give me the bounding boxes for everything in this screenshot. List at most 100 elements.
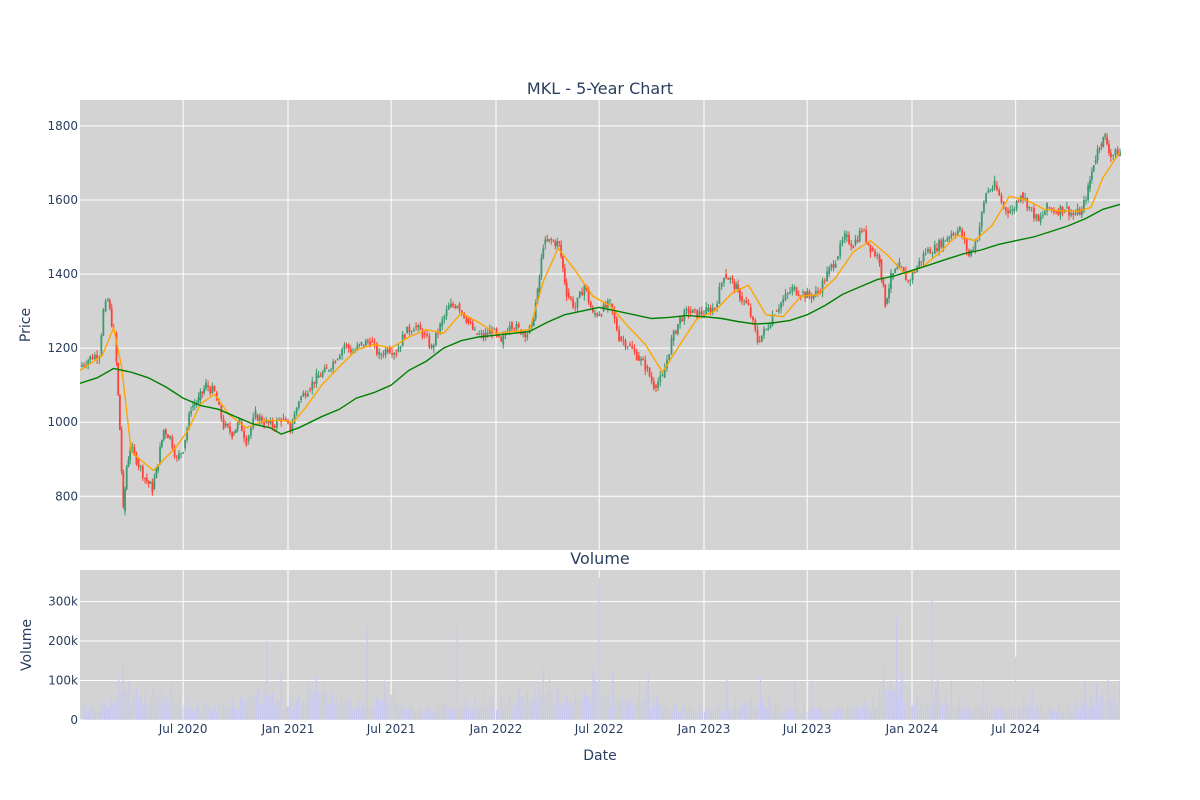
- volume-bar: [438, 704, 441, 720]
- volume-bar: [847, 704, 849, 720]
- volume-bar: [649, 708, 651, 720]
- volume-bar: [588, 697, 590, 720]
- volume-bar: [338, 703, 340, 720]
- candle-body: [428, 336, 431, 348]
- candle-body: [532, 318, 535, 326]
- candle-body: [672, 330, 675, 341]
- candle-body: [447, 305, 450, 310]
- candle-body: [886, 298, 889, 304]
- candle-body: [1065, 206, 1068, 208]
- volume-y-tick-label: 100k: [48, 674, 78, 688]
- candle-body: [974, 241, 977, 250]
- candle-body: [633, 348, 636, 352]
- candle-body: [749, 307, 752, 317]
- volume-bar: [818, 709, 820, 720]
- candle-body: [723, 277, 725, 283]
- volume-bar: [772, 711, 774, 720]
- candle-body: [1094, 159, 1097, 163]
- candle-body: [534, 302, 537, 319]
- volume-bar: [805, 711, 807, 720]
- candle-body: [421, 329, 424, 337]
- candle-body: [812, 294, 815, 299]
- volume-bar: [890, 680, 892, 720]
- candle-body: [375, 343, 378, 355]
- candle-body: [852, 246, 855, 249]
- volume-bar: [1094, 702, 1096, 720]
- volume-bar: [946, 701, 948, 720]
- volume-bar: [405, 708, 408, 720]
- candle-body: [1072, 213, 1075, 215]
- volume-bar: [840, 709, 842, 720]
- candle-body: [406, 326, 409, 334]
- candle-body: [1033, 208, 1035, 219]
- volume-bar: [984, 705, 986, 720]
- volume-bar: [684, 709, 686, 720]
- volume-bar: [986, 704, 989, 720]
- volume-bar: [798, 713, 801, 720]
- candle-body: [978, 226, 981, 238]
- volume-bar: [1100, 696, 1102, 720]
- volume-bar: [152, 684, 155, 720]
- volume-bar: [237, 709, 240, 720]
- candle-body: [240, 422, 243, 432]
- candle-body: [127, 459, 130, 467]
- candle-body: [107, 299, 109, 301]
- volume-bar: [447, 710, 449, 720]
- candle-body: [218, 400, 220, 405]
- candle-body: [626, 346, 629, 348]
- volume-bar: [750, 698, 752, 720]
- candle-body: [1080, 209, 1083, 215]
- price-y-tick-label: 1000: [47, 415, 78, 429]
- volume-bar: [397, 704, 399, 720]
- volume-bar: [270, 695, 272, 720]
- volume-bar: [1036, 705, 1038, 720]
- volume-bar: [976, 704, 979, 720]
- candle-body: [526, 334, 529, 338]
- candle-body: [1114, 149, 1117, 155]
- volume-bar: [966, 709, 968, 720]
- volume-bar: [161, 690, 163, 720]
- candle-body: [155, 467, 158, 479]
- candle-body: [860, 230, 863, 232]
- volume-bar: [386, 702, 388, 720]
- candle-body: [850, 243, 853, 247]
- volume-bar: [623, 708, 625, 720]
- candle-body: [1057, 211, 1060, 215]
- volume-bar: [607, 695, 609, 720]
- candle-body: [1037, 214, 1040, 221]
- volume-bar: [401, 700, 403, 720]
- volume-bar: [952, 704, 955, 720]
- candle-body: [476, 333, 478, 335]
- candle-body: [1050, 207, 1053, 210]
- volume-bar: [118, 676, 120, 720]
- volume-bar: [1031, 688, 1033, 720]
- price-y-tick-label: 1600: [47, 193, 78, 207]
- candle-body: [685, 309, 688, 311]
- x-tick-label: Jan 2022: [469, 722, 523, 736]
- candle-body: [720, 282, 723, 287]
- volume-bar: [1079, 709, 1081, 720]
- candle-body: [769, 324, 772, 329]
- candle-body: [780, 302, 782, 309]
- candle-body: [563, 267, 566, 283]
- volume-bar: [454, 708, 456, 720]
- candle-body: [1013, 208, 1016, 212]
- candle-body: [419, 325, 422, 330]
- candle-body: [711, 307, 714, 313]
- volume-bar: [264, 692, 266, 720]
- volume-bar: [658, 704, 660, 720]
- candle-body: [122, 471, 125, 507]
- volume-bar: [995, 707, 997, 720]
- candle-body: [913, 272, 916, 273]
- volume-bar: [142, 705, 144, 720]
- volume-bar: [227, 707, 229, 720]
- volume-bar: [90, 706, 92, 720]
- candle-body: [1055, 212, 1058, 214]
- candle-body: [345, 344, 348, 346]
- volume-bar: [231, 698, 233, 720]
- volume-bar: [651, 708, 654, 720]
- candle-body: [358, 344, 361, 346]
- candle-body: [313, 381, 316, 384]
- volume-bar: [255, 695, 257, 720]
- volume-bar: [246, 700, 248, 720]
